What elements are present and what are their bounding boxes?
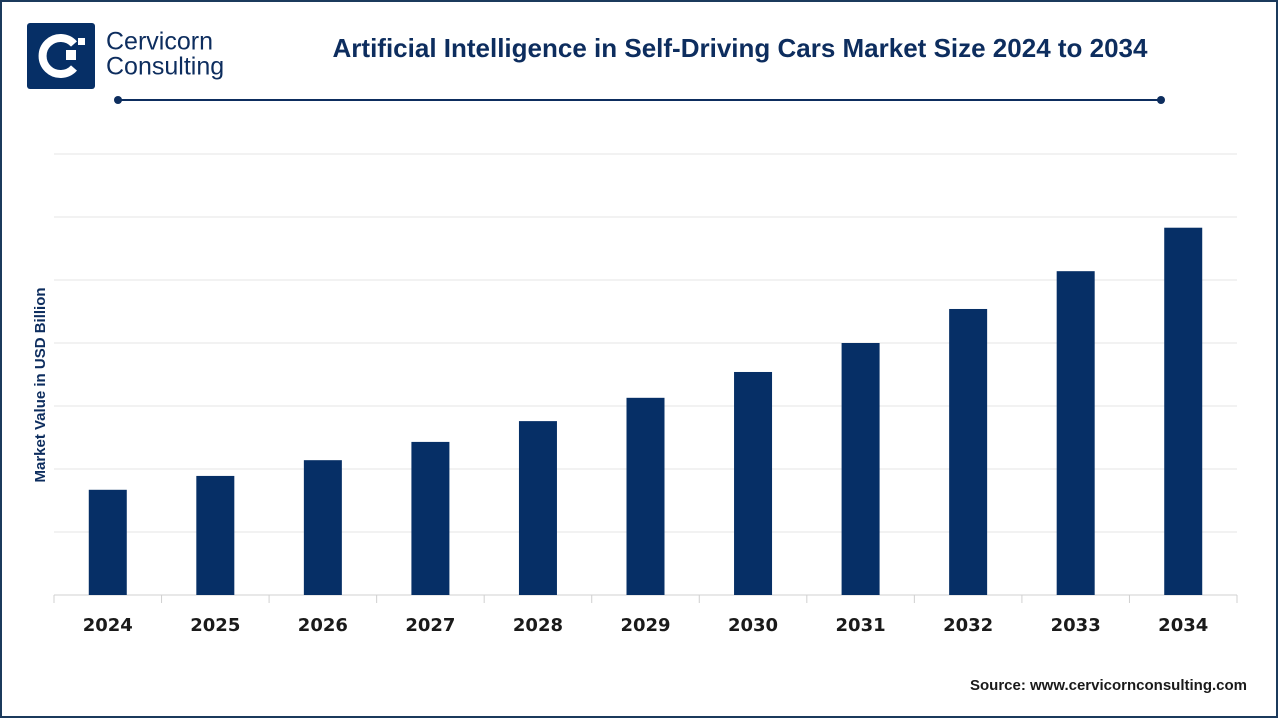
bar (949, 308, 988, 595)
logo-box (27, 23, 95, 89)
bar (518, 421, 557, 595)
source: Source: www.cervicornconsulting.com (970, 677, 1247, 694)
rule-dot (114, 96, 122, 104)
logo-mark (38, 34, 77, 78)
rule-dot (1157, 96, 1165, 104)
bar (303, 460, 342, 595)
bar (1056, 271, 1095, 595)
x-tick-label: 2030 (728, 615, 778, 636)
chart-title: Artificial Intelligence in Self-Driving … (333, 33, 1149, 63)
brand-name: Cervicorn (106, 28, 213, 56)
x-tick-label: 2027 (405, 615, 455, 636)
x-tick-label: 2024 (83, 615, 133, 636)
x-tick-label: 2029 (620, 615, 670, 636)
bar (841, 343, 880, 595)
logo-mark (66, 50, 76, 60)
x-tick-label: 2033 (1051, 615, 1101, 636)
bar (734, 371, 773, 595)
x-tick-label: 2031 (836, 615, 886, 636)
brand-name: Consulting (106, 53, 224, 81)
logo-mark (78, 38, 85, 45)
bar (411, 441, 450, 595)
bar (88, 489, 127, 595)
x-tick-label: 2025 (190, 615, 240, 636)
x-tick-label: 2026 (298, 615, 348, 636)
bar (1164, 227, 1203, 595)
x-tick-label: 2032 (943, 615, 993, 636)
y-axis-label: Market Value in USD Billion (32, 287, 49, 482)
x-tick-label: 2034 (1158, 615, 1208, 636)
bar (626, 397, 665, 595)
bar (196, 475, 235, 595)
x-tick-label: 2028 (513, 615, 563, 636)
